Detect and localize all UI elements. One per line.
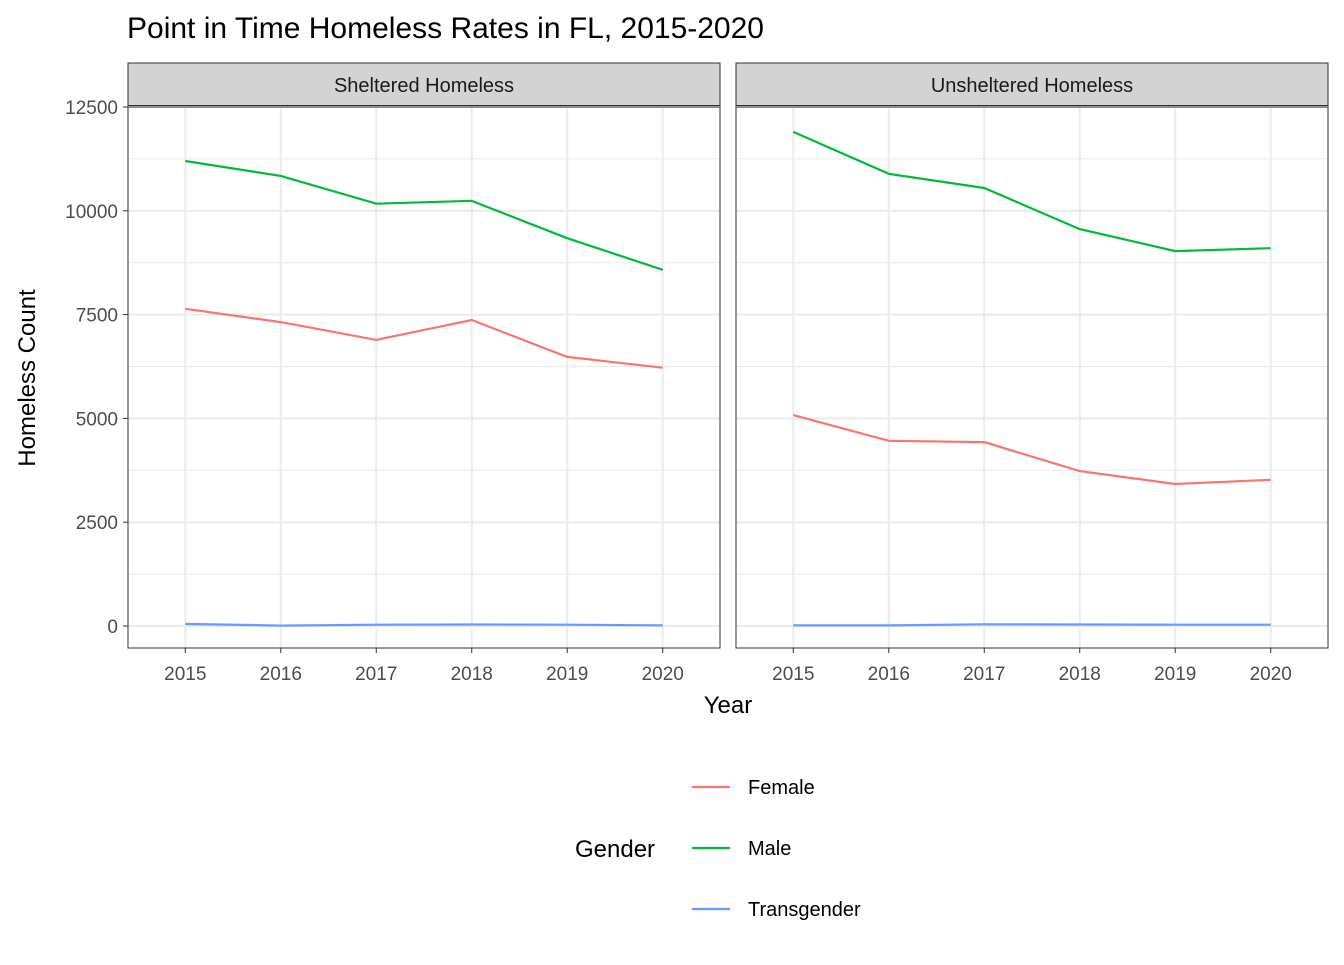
series-line-male xyxy=(792,130,1271,253)
series-line-male xyxy=(185,159,664,271)
series-line-female xyxy=(185,307,663,369)
series-line-transgender xyxy=(185,622,663,627)
y-tick-label: 0 xyxy=(107,617,118,638)
x-axis-label: Year xyxy=(704,692,753,719)
chart-title: Point in Time Homeless Rates in FL, 2015… xyxy=(127,12,764,45)
y-tick-label: 12500 xyxy=(65,98,118,119)
legend-label: Transgender xyxy=(748,899,861,921)
x-tick-label: 2020 xyxy=(1250,664,1292,685)
facet-strip xyxy=(127,62,721,107)
x-tick-label: 2019 xyxy=(546,664,588,685)
facet-panel: Sheltered Homeless 2015 2016 2017 2018 2019 20… xyxy=(65,62,721,685)
x-tick-label: 2017 xyxy=(963,664,1005,685)
facet-strip-label: Unsheltered Homeless xyxy=(931,75,1133,97)
legend-item: Female xyxy=(692,777,815,799)
series-line-female xyxy=(793,414,1271,486)
panel-border xyxy=(735,106,1329,649)
legend-label: Male xyxy=(748,838,791,860)
x-tick-label: 2015 xyxy=(164,664,206,685)
legend-label: Female xyxy=(748,777,815,799)
facet-strip xyxy=(735,62,1329,107)
x-tick-label: 2015 xyxy=(772,664,814,685)
facet-strip-label: Sheltered Homeless xyxy=(334,75,514,97)
y-tick-label: 5000 xyxy=(76,409,118,430)
legend-item: Male xyxy=(692,838,791,860)
x-tick-label: 2018 xyxy=(1059,664,1101,685)
y-tick-label: 10000 xyxy=(65,202,118,223)
legend: Gender Female Male Transgender xyxy=(575,777,861,921)
x-tick-label: 2016 xyxy=(868,664,910,685)
x-tick-label: 2016 xyxy=(260,664,302,685)
y-tick-label: 7500 xyxy=(76,306,118,327)
x-tick-label: 2019 xyxy=(1154,664,1196,685)
facet-panel: Unsheltered Homeless 2015 2016 2017 2018 2019… xyxy=(735,62,1329,685)
y-tick-label: 2500 xyxy=(76,513,118,534)
x-tick-label: 2017 xyxy=(355,664,397,685)
legend-item: Transgender xyxy=(692,899,861,921)
legend-title: Gender xyxy=(575,836,655,863)
y-axis-label: Homeless Count xyxy=(14,289,41,467)
x-tick-label: 2018 xyxy=(451,664,493,685)
x-tick-label: 2020 xyxy=(642,664,684,685)
series-line-transgender xyxy=(793,623,1271,627)
panel-border xyxy=(127,106,721,649)
